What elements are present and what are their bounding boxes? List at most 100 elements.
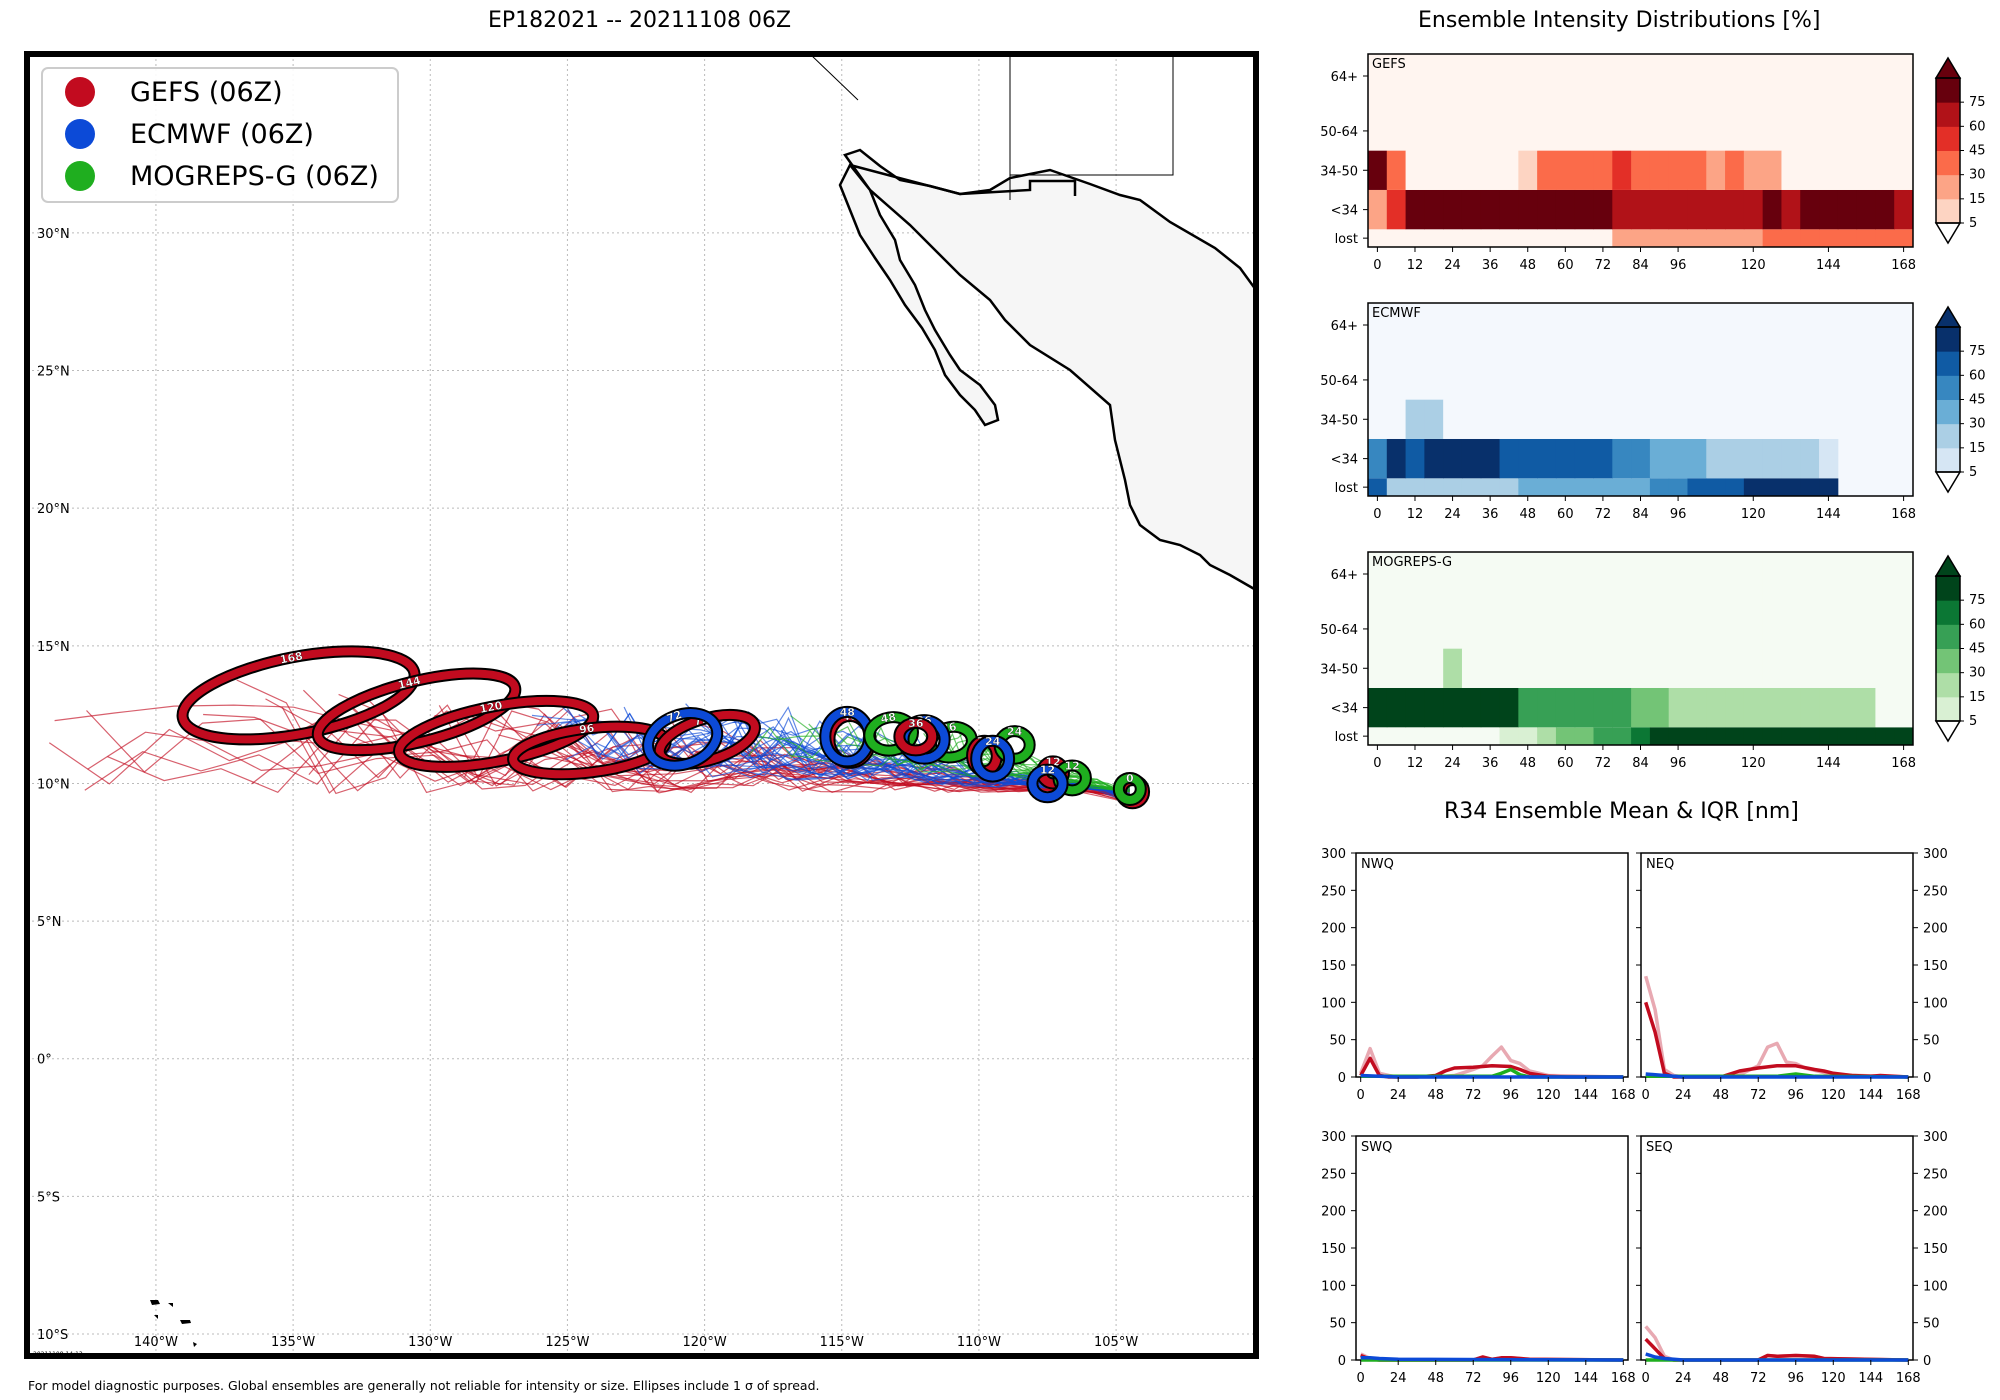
panel-xlabel: 96: [1502, 1088, 1519, 1103]
heatmap-cell: [1762, 150, 1782, 190]
heatmap-cell: [1612, 54, 1632, 112]
heatmap-cell: [1743, 609, 1764, 649]
heatmap-cell: [1762, 54, 1782, 112]
heatmap-cell: [1593, 111, 1613, 151]
heatmap-xlabel: 144: [1816, 507, 1841, 522]
heatmap-cell: [1461, 150, 1482, 190]
ellipse-hour-label: 36: [908, 717, 924, 730]
heatmap-cell: [1687, 229, 1707, 247]
member-track: [107, 729, 1130, 794]
mogreps-heatmap: MOGREPS-G lost <34 34-50 50-64 64+ 0 12 24 36 48 60…: [1320, 551, 1986, 771]
heatmap-cell: [1555, 478, 1576, 496]
heatmap-cell: [1612, 111, 1632, 151]
heatmap-xlabel: 36: [1482, 507, 1499, 522]
lat-tick-label: 10°S: [37, 1328, 68, 1343]
heatmap-ylabel: 64+: [1331, 568, 1358, 583]
heatmap-cell: [1461, 54, 1482, 112]
heatmap-cell: [1537, 727, 1557, 745]
heatmap-ylabel: 34-50: [1320, 164, 1358, 179]
colorbar-label: 75: [1969, 593, 1986, 608]
heatmap-cell: [1800, 648, 1820, 688]
panel-ylabel: 300: [1923, 847, 1948, 862]
swq-panel: SWQ 0 24 48 72 96 120 144 168 0 50 100 150 200 250 300: [1321, 1130, 1636, 1386]
heatmap-cell: [1405, 150, 1425, 190]
mexico-mainland: [700, 54, 1256, 592]
heatmap-cell: [1555, 189, 1576, 230]
heatmap-cell: [1593, 687, 1613, 728]
heatmap-cell: [1706, 687, 1726, 728]
heatmap-cell: [1368, 229, 1388, 247]
colorbar-label: 15: [1969, 690, 1986, 705]
colorbar-label: 45: [1969, 642, 1986, 657]
heatmap-cell: [1894, 687, 1914, 728]
heatmap-cell: [1743, 111, 1764, 151]
heatmap-cell: [1631, 609, 1651, 649]
heatmap-title: ECMWF: [1372, 306, 1421, 321]
heatmap-cell: [1405, 438, 1425, 479]
heatmap-cell: [1443, 150, 1463, 190]
panel-ylabel: 0: [1923, 1354, 1931, 1369]
colorbar-bottom-arrow: [1934, 720, 1962, 743]
panel-xlabel: 24: [1390, 1371, 1407, 1386]
panel-xlabel: 48: [1427, 1371, 1444, 1386]
heatmap-cell: [1781, 727, 1801, 745]
heatmap-cell: [1856, 727, 1876, 745]
colorbar-segment: [1936, 423, 1960, 449]
heatmap-cell: [1668, 648, 1688, 688]
heatmap-cell: [1837, 687, 1858, 728]
heatmap-cell: [1856, 111, 1876, 151]
panel-title: SEQ: [1646, 1140, 1673, 1155]
heatmap-cell: [1405, 478, 1425, 496]
legend-ecmwf-label: ECMWF (06Z): [130, 119, 314, 150]
heatmap-cell: [1612, 648, 1632, 688]
panel-ylabel: 100: [1923, 996, 1948, 1011]
heatmap-cell: [1480, 150, 1501, 190]
heatmap-cell: [1612, 229, 1632, 247]
heatmap-cell: [1706, 54, 1726, 112]
heatmap-cell: [1537, 648, 1557, 688]
heatmap-cell: [1499, 189, 1519, 230]
heatmap-cell: [1480, 189, 1501, 230]
heatmap-cell: [1537, 399, 1557, 439]
heatmap-cell: [1555, 111, 1576, 151]
heatmap-cell: [1424, 111, 1444, 151]
panel-ylabel: 300: [1923, 1130, 1948, 1145]
panel-ylabel: 50: [1329, 1034, 1346, 1049]
heatmap-cell: [1875, 609, 1895, 649]
panel-xlabel: 0: [1642, 1088, 1650, 1103]
legend-gefs-marker: [65, 77, 95, 107]
panel-ylabel: 200: [1321, 1205, 1346, 1220]
panel-ylabel: 100: [1321, 996, 1346, 1011]
panel-ylabel: 150: [1923, 1242, 1948, 1257]
heatmap-cell: [1612, 189, 1632, 230]
heatmap-cell: [1781, 609, 1801, 649]
heatmap-cell: [1649, 303, 1670, 361]
heatmap-cell: [1631, 648, 1651, 688]
heatmap-cell: [1537, 438, 1557, 479]
heatmap-cell: [1762, 360, 1782, 400]
panel-xlabel: 72: [1750, 1088, 1767, 1103]
heatmap-cell: [1743, 438, 1764, 479]
heatmap-cell: [1518, 552, 1538, 610]
heatmap-xlabel: 168: [1891, 507, 1916, 522]
colorbar-top-arrow: [1934, 554, 1962, 577]
heatmap-cell: [1668, 399, 1688, 439]
heatmap-cell: [1875, 552, 1895, 610]
heatmap-cell: [1593, 229, 1613, 247]
panel-frame: [1355, 852, 1629, 1078]
panel-ylabel: 200: [1321, 922, 1346, 937]
heatmap-cell: [1368, 552, 1388, 610]
heatmap-ylabel: <34: [1331, 453, 1358, 468]
heatmap-cell: [1894, 648, 1914, 688]
heatmap-cell: [1480, 609, 1501, 649]
heatmap-cell: [1461, 360, 1482, 400]
heatmap-cell: [1555, 54, 1576, 112]
colorbar-bottom-arrow: [1934, 471, 1962, 494]
heatmap-cell: [1668, 478, 1688, 496]
panel-ylabel: 300: [1321, 1130, 1346, 1145]
panel-title: SWQ: [1361, 1140, 1392, 1155]
heatmap-cell: [1837, 609, 1858, 649]
heatmap-cell: [1631, 478, 1651, 496]
heatmap-cell: [1800, 303, 1820, 361]
